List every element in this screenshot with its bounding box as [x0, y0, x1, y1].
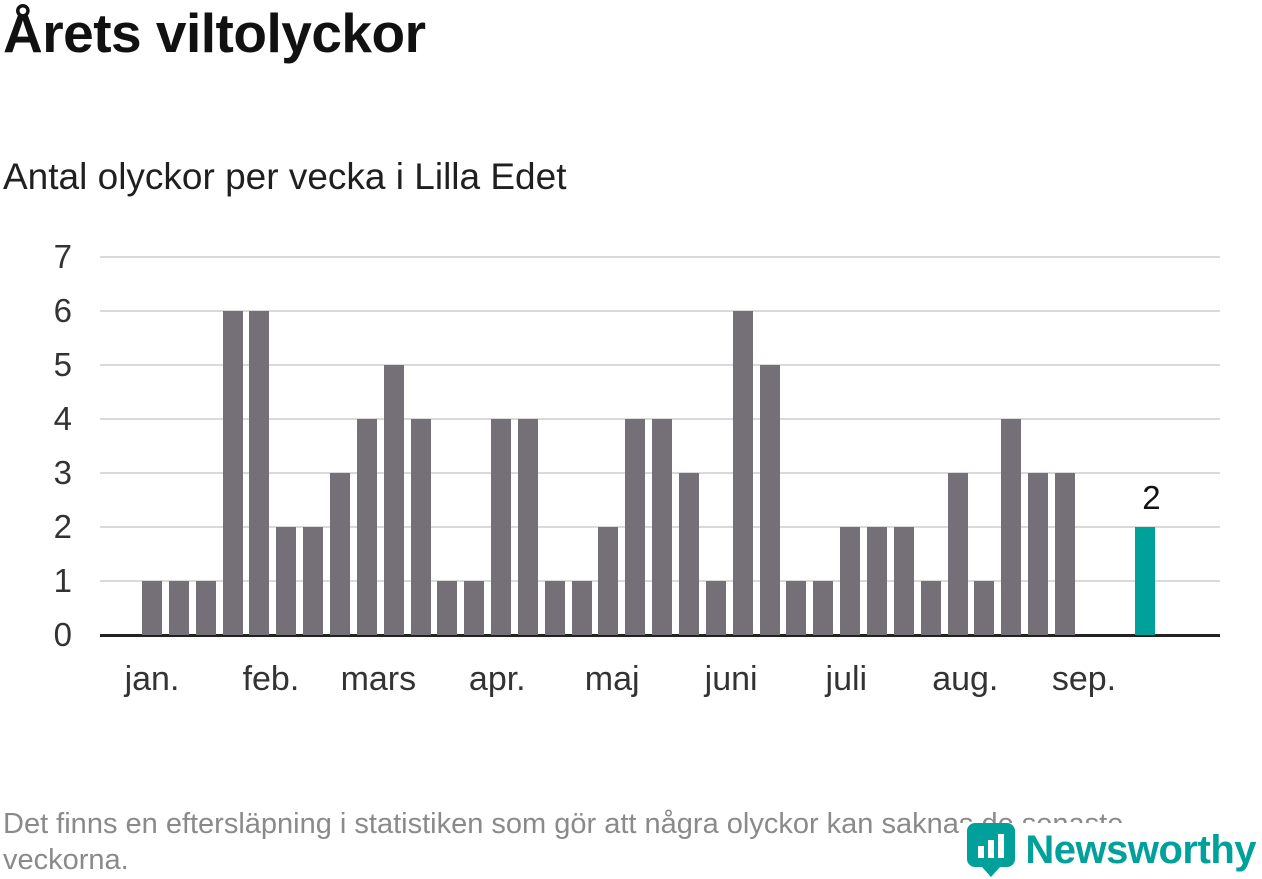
x-axis-label-mars: mars — [340, 660, 417, 698]
bar-week-38-highlight — [1135, 527, 1156, 635]
bar-week-10 — [383, 365, 404, 635]
bar-week-13 — [464, 581, 485, 635]
bar-week-25 — [786, 581, 807, 635]
gridline-y6 — [100, 310, 1220, 312]
x-axis-label-aug: aug. — [932, 660, 999, 698]
x-axis-label-maj: maj — [584, 660, 640, 698]
y-axis-label-7: 7 — [53, 238, 72, 275]
bar-week-1 — [142, 581, 162, 635]
bar-week-34 — [1028, 473, 1049, 635]
bar-week-28 — [866, 527, 887, 635]
bar-week-7 — [303, 527, 324, 635]
bar-week-2 — [168, 581, 189, 635]
bar-week-32 — [974, 581, 995, 635]
bar-week-18 — [598, 527, 619, 635]
bar-week-19 — [625, 419, 646, 635]
bar-week-16 — [544, 581, 565, 635]
bar-week-12 — [437, 581, 458, 635]
y-axis-label-1: 1 — [53, 562, 72, 599]
newsworthy-logo: Newsworthy — [959, 823, 1256, 877]
y-axis-label-6: 6 — [53, 292, 72, 329]
bar-week-27 — [840, 527, 861, 635]
bar-week-31 — [947, 473, 968, 635]
bar-week-9 — [356, 419, 377, 635]
y-axis-label-5: 5 — [53, 346, 72, 383]
gridline-y5 — [100, 364, 1220, 366]
chart-subtitle: Antal olyckor per vecka i Lilla Edet — [3, 156, 567, 197]
bar-week-6 — [276, 527, 297, 635]
bar-week-17 — [571, 581, 592, 635]
bar-week-24 — [759, 365, 780, 635]
newsworthy-logo-text: Newsworthy — [1025, 827, 1256, 872]
x-axis-label-feb: feb. — [242, 660, 300, 698]
bar-week-33 — [1001, 419, 1022, 635]
y-axis-label-4: 4 — [53, 400, 72, 437]
bar-week-29 — [893, 527, 914, 635]
bar-week-30 — [920, 581, 941, 635]
bar-week-15 — [517, 419, 538, 635]
newsworthy-logo-icon — [967, 823, 1016, 877]
y-axis-label-2: 2 — [53, 508, 72, 545]
y-axis-label-0: 0 — [53, 616, 72, 653]
x-axis-label-juni: juni — [704, 660, 758, 698]
y-axis-label-3: 3 — [53, 454, 72, 491]
bar-week-8 — [329, 473, 350, 635]
gridline-y0 — [100, 634, 1220, 637]
bar-week-3 — [195, 581, 216, 635]
x-axis-label-sep: sep. — [1051, 660, 1117, 698]
bar-week-21 — [679, 473, 699, 635]
bar-week-23 — [732, 311, 753, 635]
x-axis-label-apr: apr. — [468, 660, 526, 698]
x-axis-label-juli: juli — [825, 660, 868, 698]
bar-week-26 — [813, 581, 834, 635]
footnote: Det finns en eftersläpning i statistiken… — [3, 808, 1124, 877]
bar-week-20 — [652, 419, 673, 635]
page-title: Årets viltolyckor — [3, 2, 426, 64]
bar-week-14 — [491, 419, 512, 635]
bar-week-11 — [410, 419, 431, 635]
bar-week-4 — [222, 311, 243, 635]
x-axis-label-jan: jan. — [124, 660, 180, 698]
bar-week-35 — [1054, 473, 1075, 635]
bar-week-22 — [705, 581, 726, 635]
gridline-y7 — [100, 256, 1220, 258]
bar-week-5 — [249, 311, 270, 635]
highlight-value-label: 2 — [1142, 479, 1161, 516]
